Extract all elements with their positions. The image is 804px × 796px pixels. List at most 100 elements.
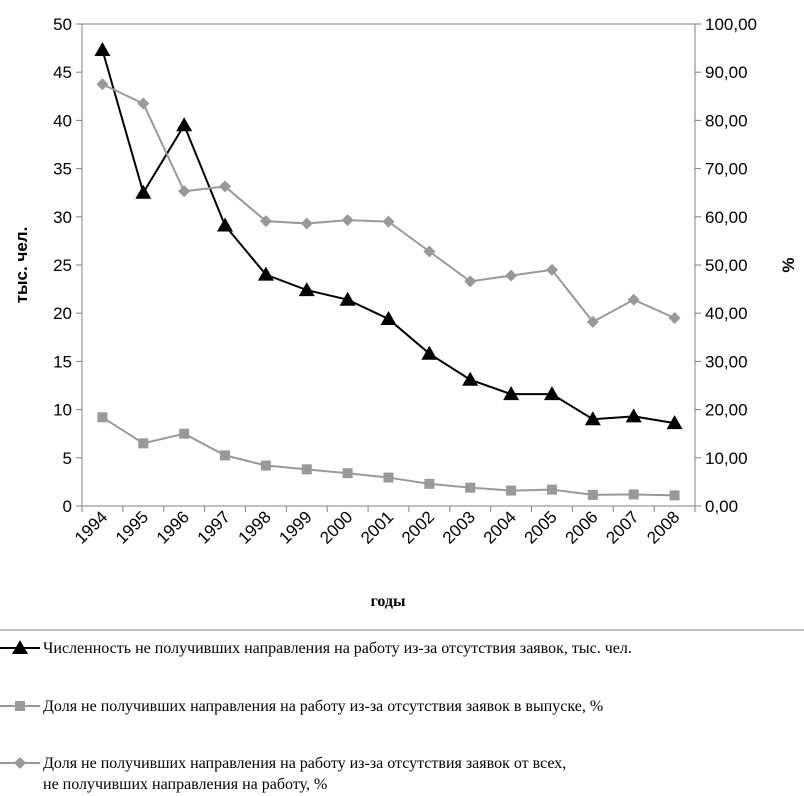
series-1-point <box>298 282 315 297</box>
series-3-point <box>586 315 599 328</box>
series-3-point <box>668 312 681 325</box>
series-3-point <box>219 180 232 193</box>
series-3 <box>96 78 681 328</box>
series-1-point <box>176 117 193 132</box>
y-right-tick-label: 20,00 <box>705 401 748 420</box>
legend-swatch-marker <box>15 701 25 711</box>
series-1-point <box>135 184 152 199</box>
x-tick-label: 1999 <box>275 507 315 547</box>
y-right-ticks: 0,00 10,00 20,00 30,00 40,00 50,00 60,00 70,00 8… <box>695 15 757 516</box>
series-1-point <box>217 217 234 232</box>
series-2-point <box>179 428 190 439</box>
y-left-tick-label: 5 <box>63 449 72 468</box>
y-left-tick-label: 35 <box>53 160 72 179</box>
x-tick-label: 2006 <box>561 507 601 547</box>
y-right-tick-label: 30,00 <box>705 352 748 371</box>
series-3-point <box>300 217 313 230</box>
y-right-tick-label: 70,00 <box>705 160 748 179</box>
series-2-point <box>424 478 435 489</box>
series-2-point <box>342 468 353 479</box>
series-2-point <box>669 490 680 501</box>
legend-swatch-marker <box>12 640 28 654</box>
series-3-point <box>505 269 518 282</box>
legend-item-3: Доля не получивших направления на работу… <box>0 755 566 793</box>
series-1-point <box>666 415 683 430</box>
y-left-tick-label: 25 <box>53 256 72 275</box>
legend-item-1: Численность не получивших направления на… <box>0 640 632 657</box>
y-right-axis-title: % <box>779 257 798 272</box>
x-tick-label: 2005 <box>521 507 561 547</box>
legend-item-2: Доля не получивших направления на работу… <box>0 698 603 715</box>
x-tick-label: 1997 <box>194 507 234 547</box>
legend-label: Доля не получивших направления на работу… <box>43 698 603 715</box>
series-1 <box>94 42 683 430</box>
y-left-tick-label: 10 <box>53 401 72 420</box>
legend: Численность не получивших направления на… <box>0 640 632 793</box>
y-left-tick-label: 30 <box>53 208 72 227</box>
series-1-point <box>503 386 520 401</box>
x-tick-label: 2001 <box>357 507 397 547</box>
series-3-point <box>545 263 558 276</box>
y-right-tick-label: 90,00 <box>705 63 748 82</box>
series-2-point <box>138 438 149 449</box>
series-2-point <box>383 472 394 483</box>
x-tick-label: 2007 <box>602 507 642 547</box>
y-left-tick-label: 40 <box>53 111 72 130</box>
y-left-tick-label: 45 <box>53 63 72 82</box>
y-left-ticks: 0 5 10 15 20 25 30 35 40 45 50 <box>53 15 82 516</box>
series-3-point <box>137 97 150 110</box>
x-tick-label: 1996 <box>153 507 193 547</box>
x-tick-label: 1994 <box>71 507 111 547</box>
y-left-tick-label: 50 <box>53 15 72 34</box>
series-3-point <box>464 275 477 288</box>
plot-area <box>81 23 696 507</box>
series-3-point <box>423 245 436 258</box>
x-axis-title: годы <box>371 593 407 610</box>
series-2-point <box>628 489 639 500</box>
series-1-point <box>625 408 642 423</box>
x-tick-label: 2003 <box>439 507 479 547</box>
y-right-tick-label: 100,00 <box>705 15 757 34</box>
series-2-point <box>465 482 476 493</box>
series-3-point <box>627 293 640 306</box>
series-2-point <box>220 450 231 461</box>
legend-label: Доля не получивших направления на работу… <box>43 755 566 793</box>
x-tick-label: 1995 <box>112 507 152 547</box>
series-2-point <box>301 464 312 475</box>
y-right-tick-label: 60,00 <box>705 208 748 227</box>
series-1-point <box>584 411 601 426</box>
series-2-point <box>546 484 557 495</box>
y-left-tick-label: 20 <box>53 304 72 323</box>
series-3-point <box>96 78 109 91</box>
y-right-tick-label: 80,00 <box>705 111 748 130</box>
y-right-tick-label: 40,00 <box>705 304 748 323</box>
series-3-point <box>259 215 272 228</box>
series-3-point <box>341 214 354 227</box>
series-2-point <box>97 412 108 423</box>
series-1-point <box>462 371 479 386</box>
series-1-point <box>543 386 560 401</box>
series-1-point <box>421 345 438 360</box>
series-1-point <box>339 291 356 306</box>
series-1-point <box>94 42 111 57</box>
y-right-tick-label: 10,00 <box>705 449 748 468</box>
y-left-axis-title: тыс. чел. <box>12 227 31 304</box>
series-layer <box>94 42 683 501</box>
x-tick-label: 2000 <box>316 507 356 547</box>
x-tick-label: 2004 <box>480 507 520 547</box>
series-2-point <box>587 489 598 500</box>
y-left-tick-label: 0 <box>63 497 72 516</box>
series-2-point <box>506 485 517 496</box>
x-tick-label: 2008 <box>643 507 683 547</box>
y-right-tick-label: 0,00 <box>705 497 738 516</box>
x-tick-label: 2002 <box>398 507 438 547</box>
legend-label: Численность не получивших направления на… <box>43 640 632 657</box>
x-tick-label: 1998 <box>235 507 275 547</box>
series-2 <box>97 412 680 501</box>
y-left-tick-label: 15 <box>53 352 72 371</box>
series-1-point <box>380 310 397 325</box>
y-right-tick-label: 50,00 <box>705 256 748 275</box>
x-ticks: 1994 1995 1996 1997 1998 1999 2000 2001 2002 2003… <box>71 506 696 548</box>
series-1-point <box>257 266 274 281</box>
